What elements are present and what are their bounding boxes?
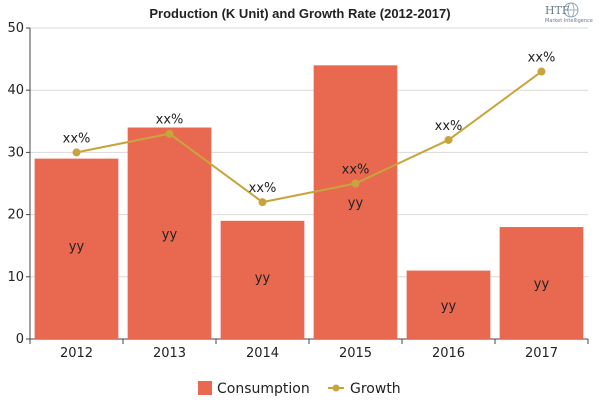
growth-point-2014 bbox=[258, 198, 267, 207]
y-tick-label: 30 bbox=[7, 145, 24, 160]
consumption-bars bbox=[34, 65, 584, 340]
growth-label-2015: xx% bbox=[342, 163, 370, 178]
x-tick-label: 2015 bbox=[339, 346, 372, 361]
bar-label-2016: yy bbox=[441, 299, 457, 314]
growth-point-2017 bbox=[537, 67, 546, 76]
legend-growth-swatch bbox=[328, 384, 344, 392]
x-axis: 2012 2013 2014 2015 2016 2017 bbox=[29, 338, 589, 361]
growth-label-2016: xx% bbox=[435, 119, 463, 134]
bar-2015 bbox=[313, 65, 398, 339]
x-tick-label: 2017 bbox=[525, 346, 558, 361]
legend: Consumption Growth bbox=[198, 381, 401, 397]
consumption-labels: yy yy yy yy yy yy bbox=[69, 196, 550, 314]
growth-point-2016 bbox=[444, 135, 453, 144]
logo-text: HTF bbox=[545, 4, 570, 17]
y-tick-label: 40 bbox=[7, 83, 24, 98]
legend-consumption-label: Consumption bbox=[217, 381, 310, 397]
chart-title: Production (K Unit) and Growth Rate (201… bbox=[149, 6, 450, 21]
growth-label-2017: xx% bbox=[528, 51, 556, 66]
htf-logo: HTF Market Intelligence bbox=[545, 2, 593, 24]
bar-2013 bbox=[127, 127, 212, 340]
bar-label-2015: yy bbox=[348, 196, 364, 211]
growth-label-2014: xx% bbox=[249, 181, 277, 196]
growth-label-2012: xx% bbox=[63, 131, 91, 146]
y-tick-label: 50 bbox=[7, 21, 24, 36]
growth-line-series bbox=[72, 67, 546, 207]
bar-label-2017: yy bbox=[534, 277, 550, 292]
bar-label-2012: yy bbox=[69, 240, 85, 255]
bar-2016 bbox=[406, 270, 491, 339]
growth-point-2013 bbox=[165, 129, 174, 138]
legend-consumption-swatch bbox=[198, 381, 212, 395]
growth-line bbox=[76, 70, 543, 204]
x-tick-label: 2016 bbox=[432, 346, 465, 361]
bar-2014 bbox=[220, 220, 305, 339]
x-tick-label: 2014 bbox=[246, 346, 279, 361]
x-tick-label: 2012 bbox=[60, 346, 93, 361]
x-tick-label: 2013 bbox=[153, 346, 186, 361]
growth-point-2015 bbox=[351, 179, 360, 188]
growth-labels: xx% xx% xx% xx% xx% xx% bbox=[63, 51, 556, 197]
y-tick-label: 10 bbox=[7, 270, 24, 285]
globe-icon bbox=[563, 2, 579, 18]
legend-growth-label: Growth bbox=[350, 381, 401, 397]
growth-point-2012 bbox=[72, 148, 81, 157]
y-tick-label: 0 bbox=[16, 332, 24, 347]
growth-label-2013: xx% bbox=[156, 113, 184, 128]
logo-subtitle: Market Intelligence bbox=[545, 18, 593, 24]
bar-label-2013: yy bbox=[162, 227, 178, 242]
bar-2012 bbox=[34, 158, 119, 339]
y-tick-label: 20 bbox=[7, 208, 24, 223]
bar-2017 bbox=[499, 227, 584, 339]
bar-label-2014: yy bbox=[255, 271, 271, 286]
y-axis: 0 10 20 30 40 50 bbox=[7, 21, 31, 347]
